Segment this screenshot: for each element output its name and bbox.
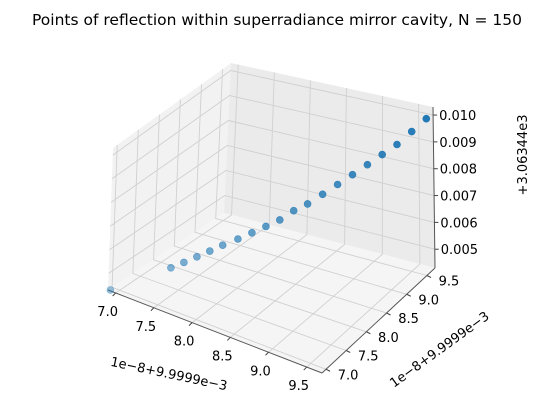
z-tick-label: 0.008 — [440, 163, 477, 178]
scatter-point — [290, 207, 297, 214]
scatter-point — [319, 191, 326, 198]
z-tick-label: 0.007 — [440, 190, 477, 205]
y-tick-mark — [407, 294, 411, 296]
scatter-point — [234, 236, 241, 243]
scatter-point — [107, 287, 114, 294]
scatter-point — [394, 141, 401, 148]
y-tick-mark — [427, 276, 431, 278]
chart-title: Points of reflection within superradianc… — [32, 11, 522, 29]
x-tick-label: 7.5 — [136, 320, 157, 335]
x-tick-mark — [113, 293, 116, 296]
scatter-point — [219, 242, 226, 249]
y-tick-label: 8.0 — [378, 331, 399, 346]
scatter-point — [423, 115, 430, 122]
y-tick-mark — [326, 369, 330, 371]
x-tick-label: 7.0 — [97, 305, 118, 320]
y-tick-mark — [366, 332, 370, 334]
scatter-point — [248, 229, 255, 236]
scatter-point — [180, 259, 187, 266]
axes-panes — [108, 63, 435, 373]
x-tick-mark — [151, 308, 154, 311]
scatter-point — [379, 151, 386, 158]
z-tick-label: 0.006 — [440, 216, 477, 231]
scatter-point — [193, 253, 200, 260]
x-tick-label: 9.5 — [288, 379, 309, 394]
z-tick-label: 0.009 — [439, 136, 476, 151]
x-tick-mark — [266, 352, 269, 355]
x-tick-label: 8.5 — [212, 349, 233, 364]
y-tick-mark — [346, 351, 350, 353]
y-tick-label: 7.0 — [338, 368, 359, 383]
scatter-point — [304, 200, 311, 207]
x-axis-label: 1e−8+9.9999e−3 — [109, 355, 229, 394]
scatter-point — [206, 248, 213, 255]
z-axis-label: +3.06344e3 — [516, 115, 531, 196]
scatter-point — [364, 161, 371, 168]
scatter-point — [334, 181, 341, 188]
scatter-point — [349, 171, 356, 178]
x-tick-mark — [189, 323, 192, 326]
scatter-point — [276, 216, 283, 223]
y-tick-label: 9.5 — [439, 275, 460, 290]
y-tick-label: 9.0 — [418, 293, 439, 308]
x-tick-mark — [227, 337, 230, 340]
z-tick-label: 0.010 — [439, 109, 476, 124]
scatter-point — [167, 264, 174, 271]
scatter-point — [262, 223, 269, 230]
y-tick-label: 7.5 — [358, 350, 379, 365]
y-tick-label: 8.5 — [398, 312, 419, 327]
x-tick-label: 9.0 — [250, 364, 271, 379]
z-tick-label: 0.005 — [441, 243, 478, 258]
y-tick-mark — [387, 313, 391, 315]
scatter-point — [408, 128, 415, 135]
x-tick-label: 8.0 — [174, 335, 195, 350]
x-tick-mark — [304, 367, 307, 370]
